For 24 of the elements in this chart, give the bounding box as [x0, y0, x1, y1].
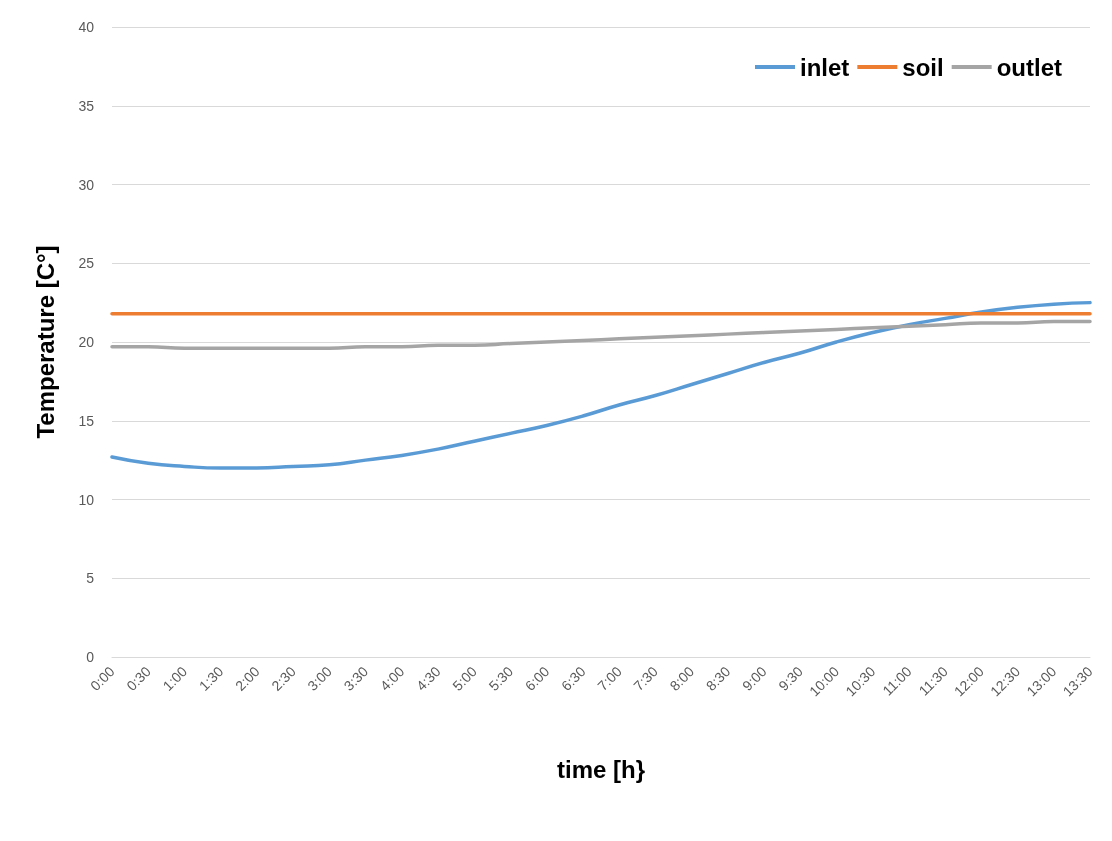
x-tick-label: 0:30: [123, 663, 155, 694]
y-tick-label: 35: [78, 97, 95, 114]
x-tick-label: 7:30: [630, 663, 662, 694]
x-tick-label: 6:00: [521, 663, 553, 694]
y-tick-label: 5: [86, 570, 95, 587]
line-series: [110, 319, 1092, 351]
legend-label: soil: [902, 53, 944, 81]
y-tick-label: 0: [86, 649, 95, 665]
y-tick-label: 15: [78, 412, 95, 429]
y-tick-label: 30: [78, 176, 95, 193]
x-tick-label: 0:00: [87, 663, 118, 694]
x-axis-title: time [h}: [556, 755, 646, 783]
y-tick-label: 10: [78, 491, 95, 508]
legend-label: outlet: [996, 53, 1063, 81]
x-tick-label: 4:00: [376, 663, 408, 694]
y-tick-label: 25: [78, 255, 95, 272]
y-axis-title: Temperature [C°]: [31, 245, 59, 439]
x-tick-label: 4:30: [413, 663, 444, 694]
y-tick-label: 20: [78, 334, 95, 350]
legend-label: inlet: [800, 53, 850, 81]
y-tick-label: 40: [78, 19, 95, 35]
x-tick-label: 6:30: [557, 663, 589, 694]
line-series: [110, 300, 1092, 470]
x-tick-label: 7:00: [594, 663, 625, 694]
